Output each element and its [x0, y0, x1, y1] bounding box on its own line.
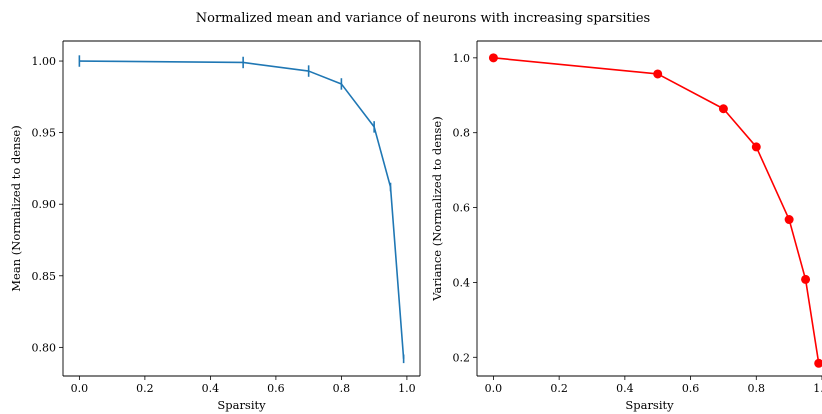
- variance-x-tick-label: 0.2: [550, 382, 568, 395]
- variance-series-line: [493, 57, 820, 364]
- variance-data-point: [801, 274, 811, 284]
- variance-x-axis-label: Sparsity: [625, 398, 674, 412]
- mean-y-tick-label: 0.80: [32, 341, 57, 354]
- variance-data-point: [751, 142, 761, 152]
- mean-y-tick-label: 1.00: [32, 55, 57, 68]
- mean-data-layer: [78, 55, 405, 364]
- mean-x-tick-label: 0.0: [71, 382, 89, 395]
- variance-subplot: 0.0 0.2 0.4 0.6 0.8 1.0 0.2 0.4 0.6 0.8 1.0 Sparsit…: [430, 40, 822, 412]
- mean-x-tick-label: 1.0: [398, 382, 416, 395]
- mean-x-tick-label: 0.4: [202, 382, 220, 395]
- variance-y-axis-label: Variance (Normalized to dense): [430, 116, 444, 301]
- variance-x-tick-label: 0.0: [485, 382, 503, 395]
- mean-x-tick-label: 0.8: [333, 382, 351, 395]
- variance-y-tick-label: 0.4: [453, 276, 471, 289]
- variance-y-tick-label: 0.8: [453, 127, 471, 140]
- mean-y-axis-label: Mean (Normalized to dense): [9, 125, 23, 291]
- variance-x-tick-label: 0.8: [748, 382, 766, 395]
- variance-x-tick-label: 0.4: [616, 382, 634, 395]
- mean-y-tick-label: 0.95: [32, 127, 57, 140]
- mean-x-tick-label: 0.6: [267, 382, 285, 395]
- variance-y-tick-label: 0.6: [453, 202, 471, 215]
- variance-data-layer: [488, 53, 822, 368]
- mean-x-tick-label: 0.2: [136, 382, 154, 395]
- variance-data-point: [718, 104, 728, 114]
- mean-x-axis-label: Sparsity: [217, 398, 266, 412]
- variance-y-tick-label: 0.2: [453, 351, 471, 364]
- mean-series-line: [79, 60, 405, 359]
- variance-data-point: [488, 53, 498, 63]
- mean-y-tick-label: 0.90: [32, 198, 57, 211]
- variance-data-point: [814, 358, 822, 368]
- variance-y-tick-label: 1.0: [453, 52, 471, 65]
- variance-x-tick-label: 0.6: [682, 382, 700, 395]
- variance-data-point: [784, 215, 794, 225]
- variance-data-point: [653, 69, 663, 79]
- variance-x-tick-label: 1.0: [813, 382, 822, 395]
- figure-suptitle: Normalized mean and variance of neurons …: [196, 11, 650, 26]
- mean-y-tick-label: 0.85: [32, 270, 57, 283]
- mean-subplot: 0.0 0.2 0.4 0.6 0.8 1.0 0.80 0.85 0.90 0.95 1.00 Sp…: [9, 40, 421, 412]
